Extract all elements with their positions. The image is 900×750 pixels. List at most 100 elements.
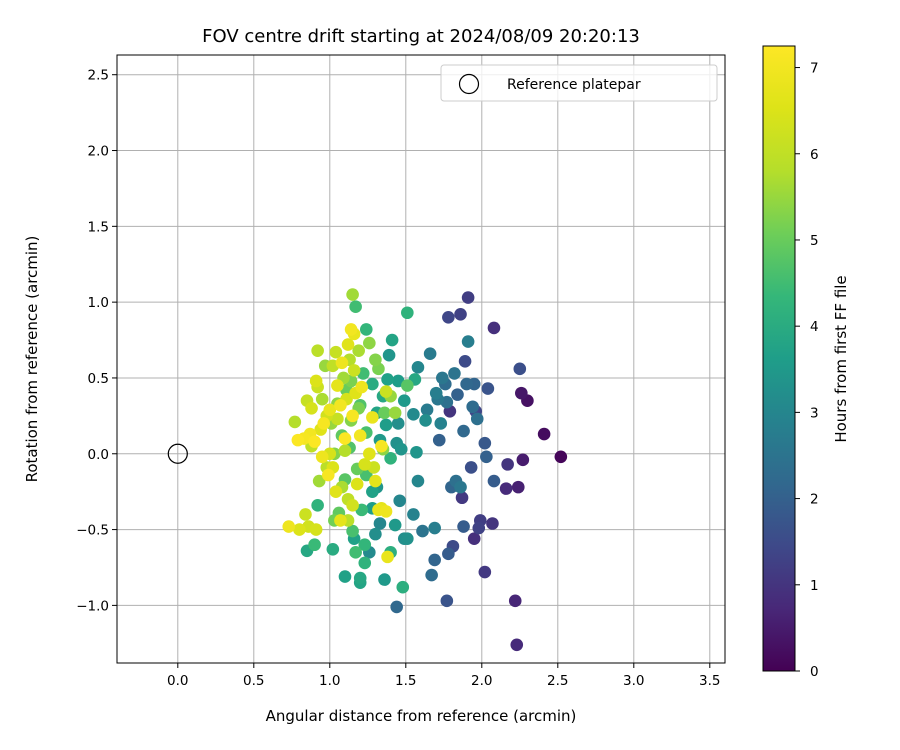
data-point bbox=[321, 468, 335, 482]
data-point bbox=[397, 394, 411, 407]
chart-title: FOV centre drift starting at 2024/08/09 … bbox=[202, 26, 640, 47]
data-point bbox=[410, 445, 423, 459]
data-point bbox=[429, 386, 443, 400]
data-point bbox=[382, 348, 396, 362]
data-point bbox=[378, 573, 391, 586]
y-tick-label: 1.5 bbox=[88, 219, 109, 235]
data-point bbox=[323, 403, 337, 417]
data-point bbox=[355, 380, 369, 394]
data-point bbox=[513, 362, 527, 376]
legend-marker-icon bbox=[458, 73, 480, 95]
x-tick-label: 2.0 bbox=[471, 673, 492, 689]
grid bbox=[117, 55, 725, 663]
y-tick-label: 2.0 bbox=[88, 144, 109, 160]
data-point bbox=[363, 447, 376, 461]
data-point bbox=[350, 477, 364, 491]
colorbar-tick-label: 5 bbox=[810, 233, 819, 249]
data-point bbox=[349, 300, 362, 313]
data-point bbox=[461, 335, 475, 348]
data-point bbox=[458, 354, 472, 368]
data-point bbox=[311, 499, 324, 512]
data-point bbox=[423, 347, 437, 360]
data-point bbox=[379, 418, 393, 432]
data-point bbox=[480, 450, 493, 464]
data-point bbox=[394, 442, 408, 456]
data-point bbox=[499, 482, 513, 495]
data-point bbox=[308, 435, 321, 448]
data-point bbox=[326, 542, 340, 556]
data-point bbox=[470, 412, 484, 426]
data-point bbox=[411, 361, 425, 374]
data-point bbox=[366, 377, 379, 391]
data-point bbox=[366, 485, 379, 498]
data-point bbox=[390, 600, 403, 614]
colorbar-tick-label: 6 bbox=[810, 147, 819, 163]
data-point bbox=[384, 452, 397, 465]
x-axis-ticks: 0.0 0.5 1.0 1.5 2.0 2.5 3.0 3.5 bbox=[167, 663, 721, 689]
data-point bbox=[472, 521, 486, 535]
data-point bbox=[478, 565, 492, 579]
data-point bbox=[442, 311, 455, 324]
data-point bbox=[388, 406, 402, 420]
data-point bbox=[511, 480, 525, 494]
y-tick-label: 2.5 bbox=[88, 68, 109, 84]
data-point bbox=[388, 518, 402, 532]
data-point bbox=[457, 520, 470, 533]
data-point bbox=[308, 538, 321, 552]
data-point bbox=[331, 379, 344, 392]
y-tick-label: −0.5 bbox=[76, 523, 109, 539]
data-point bbox=[455, 491, 469, 505]
data-point bbox=[487, 321, 501, 335]
data-point bbox=[501, 458, 514, 471]
data-point bbox=[487, 474, 501, 488]
data-point bbox=[309, 523, 323, 536]
data-point bbox=[352, 344, 365, 357]
data-point bbox=[396, 580, 410, 594]
data-point bbox=[442, 547, 455, 561]
data-point bbox=[454, 480, 467, 494]
data-point bbox=[554, 450, 568, 464]
data-point bbox=[346, 409, 359, 423]
data-point bbox=[379, 505, 393, 518]
data-point bbox=[329, 345, 343, 359]
colorbar-tick-label: 3 bbox=[810, 405, 819, 421]
data-point bbox=[349, 546, 362, 559]
data-point bbox=[401, 532, 414, 545]
data-point bbox=[466, 400, 479, 414]
reference-marker-layer bbox=[167, 443, 188, 464]
data-point bbox=[393, 494, 407, 508]
scatter-points bbox=[282, 288, 568, 652]
x-axis-label: Angular distance from reference (arcmin) bbox=[266, 707, 577, 725]
y-tick-label: 1.0 bbox=[88, 295, 109, 311]
data-point bbox=[411, 474, 425, 488]
data-point bbox=[315, 392, 329, 406]
data-point bbox=[338, 444, 352, 458]
data-point bbox=[358, 458, 372, 471]
x-tick-label: 0.0 bbox=[167, 673, 188, 689]
data-point bbox=[363, 336, 376, 350]
data-point bbox=[338, 570, 352, 583]
data-point bbox=[341, 338, 355, 351]
data-point bbox=[358, 538, 372, 552]
data-point bbox=[344, 323, 358, 336]
data-point bbox=[401, 379, 414, 392]
data-point bbox=[434, 417, 448, 430]
data-point bbox=[379, 385, 393, 398]
data-point bbox=[385, 333, 399, 347]
data-point bbox=[353, 429, 367, 442]
data-point bbox=[378, 406, 391, 420]
data-point bbox=[448, 367, 461, 380]
data-point bbox=[282, 520, 296, 533]
data-point bbox=[288, 415, 302, 429]
data-point bbox=[467, 532, 481, 545]
data-point bbox=[454, 307, 467, 321]
x-tick-label: 1.5 bbox=[395, 673, 416, 689]
data-point bbox=[457, 424, 470, 438]
data-point bbox=[391, 417, 405, 430]
legend: Reference platepar bbox=[440, 64, 718, 102]
data-point bbox=[359, 323, 373, 336]
data-point bbox=[481, 382, 495, 395]
y-tick-label: −1.0 bbox=[76, 598, 109, 614]
x-tick-label: 0.5 bbox=[243, 673, 264, 689]
x-tick-label: 3.5 bbox=[699, 673, 720, 689]
